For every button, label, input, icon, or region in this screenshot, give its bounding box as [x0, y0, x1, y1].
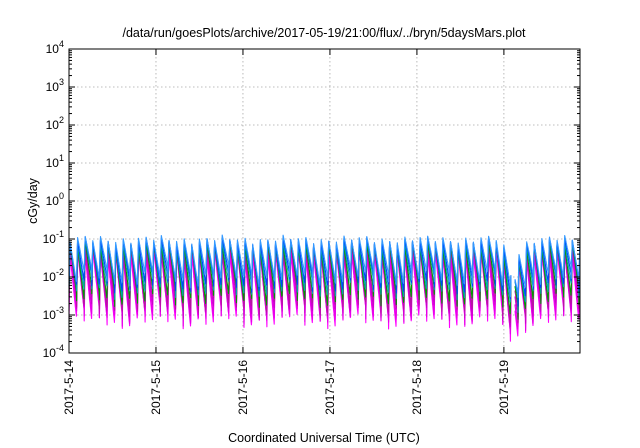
y-tick-label: 104: [46, 39, 64, 56]
x-tick-label: 2017-5-17: [323, 360, 337, 415]
grid: [69, 49, 580, 353]
y-tick-labels: 10-4 10-3 10-2 10-1 100 101 102 103 104: [43, 39, 64, 360]
ticks: [68, 48, 580, 354]
x-tick-label: 2017-5-14: [62, 360, 76, 415]
x-tick-label: 2017-5-19: [497, 360, 511, 415]
y-tick-label: 100: [46, 191, 64, 208]
x-tick-label: 2017-5-18: [410, 360, 424, 415]
y-tick-label: 102: [46, 115, 64, 132]
y-tick-label: 10-4: [43, 343, 64, 360]
y-tick-label: 101: [46, 153, 64, 170]
series-group: [68, 234, 581, 342]
x-tick-label: 2017-5-16: [236, 360, 250, 415]
y-tick-label: 10-3: [43, 305, 64, 322]
series-line: [68, 234, 512, 298]
chart-title: /data/run/goesPlots/archive/2017-05-19/2…: [122, 26, 526, 40]
y-tick-label: 103: [46, 77, 64, 94]
x-axis-label: Coordinated Universal Time (UTC): [228, 431, 420, 445]
x-tick-label: 2017-5-15: [149, 360, 163, 415]
y-tick-label: 10-1: [43, 229, 64, 246]
series-line: [514, 234, 581, 298]
y-axis-label: cGy/day: [26, 177, 40, 224]
y-tick-label: 10-2: [43, 267, 64, 284]
x-tick-labels: 2017-5-14 2017-5-15 2017-5-16 2017-5-17 2017…: [62, 360, 511, 415]
